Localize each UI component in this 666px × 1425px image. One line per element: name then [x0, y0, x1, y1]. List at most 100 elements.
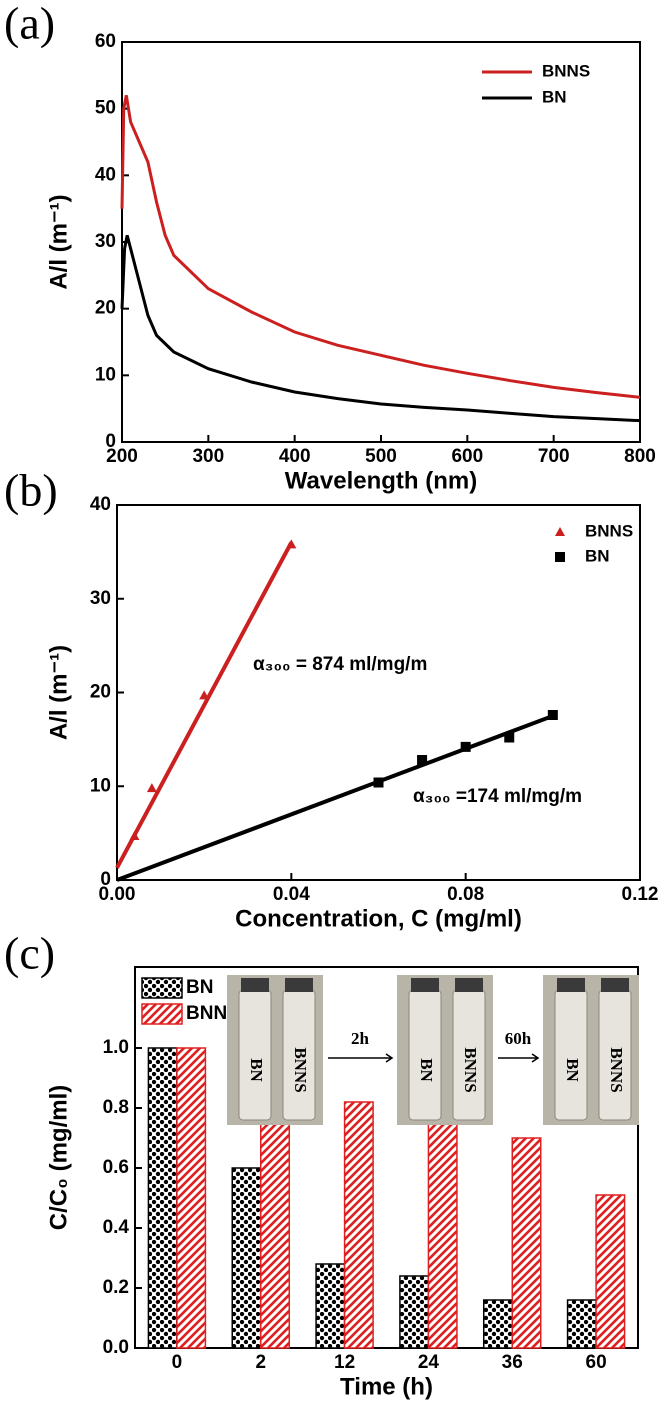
vial [238, 989, 272, 1121]
vial [408, 989, 442, 1121]
y-tick-label: 20 [95, 298, 116, 319]
x-tick-label: 24 [418, 1352, 440, 1373]
vial [554, 989, 588, 1121]
y-tick-label: 10 [90, 775, 111, 796]
y-tick-label: 60 [95, 31, 116, 52]
square-marker [417, 755, 428, 765]
plot-frame [134, 966, 639, 1349]
y-tick-label: 30 [95, 231, 116, 252]
x-axis-title: Concentration, C (mg/ml) [235, 905, 522, 932]
y-tick-label: 1.0 [103, 1037, 129, 1058]
inset-step: 60h [505, 1029, 532, 1048]
y-axis-title: A/l (m⁻¹) [45, 645, 72, 740]
x-tick-label: 400 [279, 446, 311, 467]
vial-cap [601, 978, 629, 992]
square-marker [504, 732, 515, 743]
inset-arrow [328, 1053, 394, 1063]
fit-line [115, 541, 294, 869]
vial-cap [455, 978, 483, 992]
vial-cap [411, 978, 439, 992]
legend-label: BNNS [186, 1003, 240, 1024]
x-tick-label: 60 [586, 1352, 607, 1373]
y-tick-label: 0.2 [103, 1277, 129, 1298]
y-tick-label: 10 [95, 364, 116, 385]
vial-label: BN [247, 1058, 266, 1082]
vial-label: BN [417, 1058, 436, 1082]
x-tick-label: 500 [365, 446, 397, 467]
bar [231, 1167, 262, 1349]
x-tick-label: 300 [192, 446, 224, 467]
x-tick-label: 0.12 [622, 884, 659, 905]
y-tick-label: 0.0 [103, 1337, 129, 1358]
x-tick-label: 600 [451, 446, 483, 467]
legend-label: BNNS [585, 521, 633, 540]
bar [147, 1047, 178, 1349]
inset-step: 2h [351, 1029, 370, 1048]
y-tick-label: 50 [95, 98, 116, 119]
x-tick-label: 0.00 [99, 884, 136, 905]
bar [315, 1263, 346, 1349]
triangle-marker [286, 539, 297, 549]
vial-label: BN [563, 1058, 582, 1082]
legend-marker [555, 527, 565, 536]
x-tick-label: 700 [538, 446, 570, 467]
bar [176, 1047, 207, 1349]
square-marker [460, 741, 471, 752]
bar [343, 1101, 374, 1349]
legend-label: BNNS [542, 61, 590, 80]
y-axis-title: A/l (m⁻¹) [45, 194, 72, 289]
vial-cap [557, 978, 585, 992]
y-tick-label: 0 [105, 431, 116, 452]
bar [566, 1299, 597, 1349]
y-tick-label: 0.6 [103, 1157, 129, 1178]
y-tick-label: 0 [100, 869, 111, 890]
vial-label: BNNS [291, 1047, 310, 1092]
bar [595, 1194, 626, 1349]
fit-line [116, 714, 554, 882]
data-line [120, 234, 641, 423]
annotation: α₃₀₀ = 874 ml/mg/m [253, 654, 427, 675]
vial-cap [285, 978, 313, 992]
y-tick-label: 30 [90, 588, 111, 609]
panel-label: (c) [4, 928, 55, 979]
square-marker [373, 777, 384, 788]
inset-arrow [498, 1053, 540, 1063]
x-tick-label: 2 [255, 1352, 266, 1373]
x-tick-label: 36 [502, 1352, 523, 1373]
bar [482, 1299, 514, 1349]
vial-cap [241, 978, 269, 992]
bar [427, 1116, 458, 1349]
annotation: α₃₀₀ =174 ml/mg/m [413, 786, 582, 807]
legend-label: BN [585, 546, 610, 565]
legend-label: BN [186, 977, 213, 998]
y-tick-label: 40 [95, 164, 116, 185]
vial-label: BNNS [461, 1047, 480, 1092]
legend-label: BN [542, 87, 567, 106]
bar [260, 1095, 291, 1349]
x-tick-label: 12 [334, 1352, 355, 1373]
legend-marker [555, 552, 565, 562]
legend-swatch [141, 977, 183, 999]
data-line [120, 95, 641, 399]
vial-label: BNNS [607, 1047, 626, 1092]
x-tick-label: 200 [106, 446, 138, 467]
triangle-marker [146, 783, 157, 793]
square-marker [547, 710, 558, 720]
bar [511, 1137, 542, 1349]
legend-swatch [141, 1003, 183, 1025]
triangle-marker [199, 690, 210, 700]
x-tick-label: 0.04 [273, 884, 310, 905]
triangle-marker [129, 830, 140, 840]
panel-label: (a) [4, 0, 55, 49]
y-tick-label: 20 [90, 682, 111, 703]
x-tick-label: 800 [624, 446, 656, 467]
y-tick-label: 0.8 [103, 1097, 129, 1118]
bar [399, 1275, 430, 1349]
x-axis-title: Wavelength (nm) [285, 467, 477, 494]
x-tick-label: 0 [172, 1352, 183, 1373]
y-axis-title: C/C₀ (mg/ml) [45, 1085, 72, 1230]
x-axis-title: Time (h) [340, 1373, 433, 1400]
y-tick-label: 0.4 [103, 1217, 130, 1238]
panel-label: (b) [4, 465, 58, 516]
